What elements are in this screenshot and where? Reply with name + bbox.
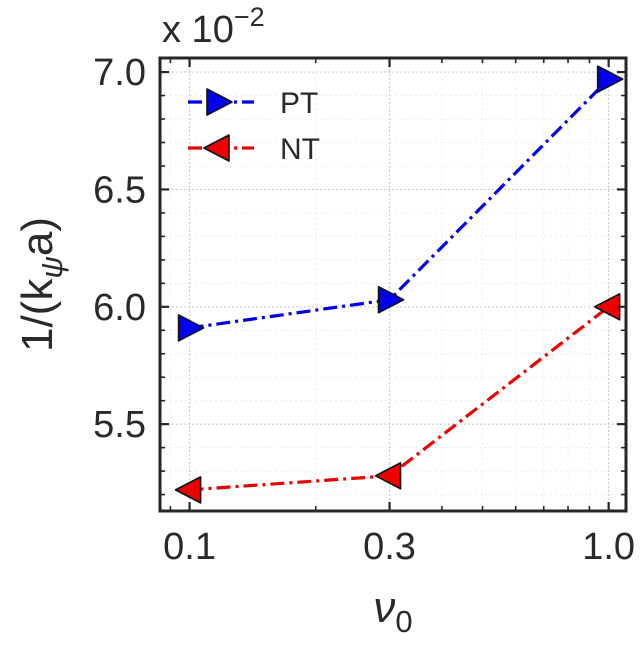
y-offset-exponent: −2 — [234, 2, 265, 32]
labels-layer: 0.1 0.3 1.0 5.5 6.0 6.5 7.0 x 10−2 ν0 1/(kψa) — [13, 2, 635, 639]
y-offset-label: x 10−2 — [162, 2, 265, 51]
plot-frame — [158, 56, 628, 513]
legend: PT NT — [188, 87, 320, 166]
grid-layer — [160, 58, 626, 511]
axes-layer — [158, 56, 628, 513]
legend-label-nt: NT — [280, 133, 320, 166]
series-line-nt — [189, 305, 610, 492]
y-offset-base: x 10 — [162, 9, 234, 51]
y-axis-title: 1/(kψa) — [13, 217, 69, 352]
y-tick-label: 6.5 — [93, 169, 146, 211]
data-point-nt — [174, 476, 202, 504]
x-axis-title-symbol: ν — [373, 583, 395, 632]
y-tick-label: 7.0 — [93, 52, 146, 94]
x-tick-label: 1.0 — [582, 526, 635, 568]
y-axis-title-subscript: ψ — [34, 256, 69, 279]
x-axis-title-subscript: 0 — [395, 604, 412, 639]
legend-marker-pt — [206, 88, 233, 116]
y-tick-label: 5.5 — [93, 404, 146, 446]
series-line-pt — [189, 77, 610, 330]
y-axis-title-suffix: a) — [13, 217, 62, 256]
data-point-pt — [596, 65, 624, 93]
series-layer — [174, 65, 624, 504]
x-axis-title: ν0 — [373, 583, 412, 639]
legend-marker-nt — [203, 134, 230, 162]
data-point-pt — [377, 285, 405, 314]
legend-label-pt: PT — [280, 87, 318, 120]
y-tick-label: 6.0 — [93, 287, 146, 329]
data-point-pt — [177, 314, 205, 342]
y-axis-title-prefix: 1/(k — [13, 278, 62, 352]
x-tick-label: 0.3 — [363, 526, 416, 568]
x-tick-label: 0.1 — [163, 526, 216, 568]
data-point-nt — [374, 461, 402, 490]
